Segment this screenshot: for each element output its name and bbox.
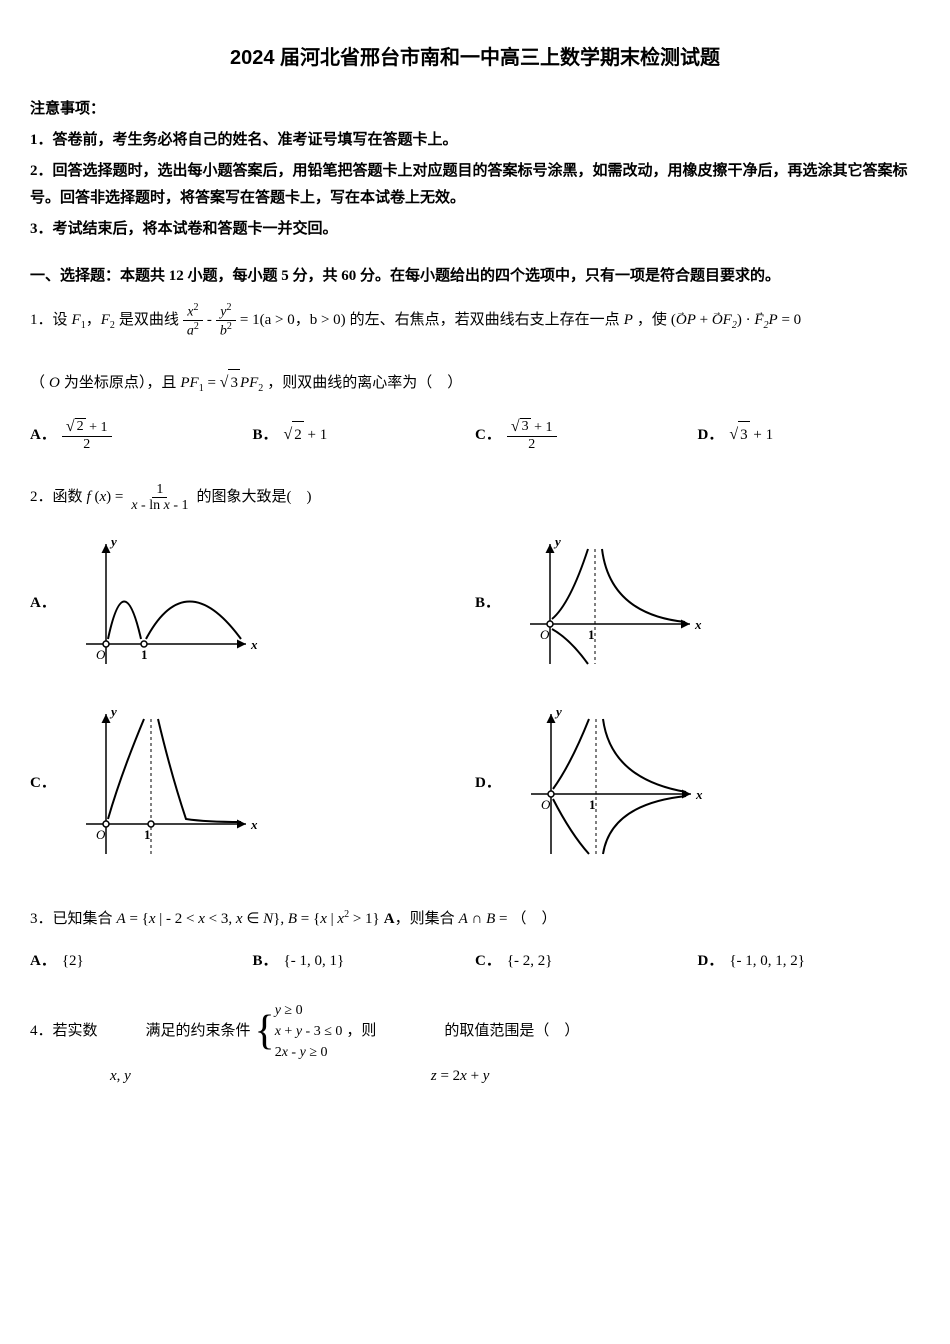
q4-cases: { y ≥ 0 x + y - 3 ≤ 0 2x - y ≥ 0	[255, 1000, 343, 1063]
svg-text:O: O	[540, 627, 550, 642]
q3-prefix: 3．已知集合	[30, 906, 113, 933]
section-1-intro: 一、选择题：本题共 12 小题，每小题 5 分，共 60 分。在每小题给出的四个…	[30, 263, 920, 290]
instruction-3: 3．考试结束后，将本试卷和答题卡一并交回。	[30, 216, 920, 243]
q1-option-b: B． √2 + 1	[253, 421, 476, 450]
q1-option-d: D． √3 + 1	[698, 421, 921, 450]
q1-pf-eq: PF1 = √3PF2	[180, 369, 263, 398]
question-3: 3．已知集合 A = {x | - 2 < x < 3, x ∈ N}, B =…	[30, 906, 920, 975]
q3-mid: A，则集合	[384, 906, 455, 933]
q4-text1: 满足的约束条件	[146, 1018, 251, 1045]
q4-text3: 的取值范围是（ ）	[444, 1018, 579, 1045]
q3-suffix: （ ）	[512, 906, 557, 933]
svg-text:x: x	[694, 617, 702, 632]
svg-text:O: O	[541, 797, 551, 812]
q3-sets: A = {x | - 2 < x < 3, x ∈ N}, B = {x | x…	[117, 906, 380, 933]
svg-text:x: x	[695, 787, 703, 802]
q2-suffix: 的图象大致是( )	[197, 484, 312, 511]
q1-frac2: y2 b2	[216, 302, 236, 339]
q1-text2: 的左、右焦点，若双曲线右支上存在一点	[350, 307, 620, 334]
question-4: 4．若实数 满足的约束条件 { y ≥ 0 x + y - 3 ≤ 0 2x -…	[30, 1000, 920, 1090]
svg-text:x: x	[250, 637, 258, 652]
exam-title: 2024 届河北省邢台市南和一中高三上数学期末检测试题	[30, 40, 920, 76]
q4-text2: ，则	[346, 1018, 376, 1045]
svg-text:y: y	[554, 704, 562, 719]
question-2: 2．函数 f (x) = 1 x - ln x - 1 的图象大致是( ) A．…	[30, 482, 920, 894]
graph-d-icon: O x y 1	[511, 704, 711, 864]
q2-prefix: 2．函数	[30, 484, 83, 511]
svg-text:y: y	[109, 704, 117, 719]
q1-line2-prefix: （	[30, 370, 45, 397]
graph-a-icon: O x y 1	[66, 534, 266, 674]
q3-option-c: C． {- 2, 2}	[475, 948, 698, 975]
instruction-1: 1．答卷前，考生务必将自己的姓名、准考证号填写在答题卡上。	[30, 127, 920, 154]
q2-option-a: A． O x y 1	[30, 534, 475, 674]
q1-option-c: C． √3 + 1 2	[475, 418, 698, 452]
svg-text:O: O	[96, 827, 106, 842]
q3-option-a: A． {2}	[30, 948, 253, 975]
svg-text:1: 1	[589, 797, 596, 812]
q1-text3: ，使	[637, 307, 667, 334]
q3-expr: A ∩ B =	[459, 906, 508, 933]
q1-f1f2: F1，F2	[72, 307, 115, 335]
q1-minus: -	[207, 307, 212, 334]
svg-text:y: y	[553, 534, 561, 549]
notice-header: 注意事项：	[30, 96, 920, 123]
q1-vec-eq: (OP→ + OF2→) · F2P→ = 0	[671, 307, 801, 335]
svg-text:x: x	[250, 817, 258, 832]
question-1: 1．设 F1，F2 是双曲线 x2 a2 - y2 b2 = 1(a > 0，b…	[30, 302, 920, 452]
q1-option-a: A． √2 + 1 2	[30, 418, 253, 452]
q2-func: f (x) = 1 x - ln x - 1	[87, 482, 193, 514]
instruction-2: 2．回答选择题时，选出每小题答案后，用铅笔把答题卡上对应题目的答案标号涂黑，如需…	[30, 158, 920, 212]
graph-c-icon: O x y 1	[66, 704, 266, 864]
q2-option-b: B． O x y 1	[475, 534, 920, 674]
q3-option-b: B． {- 1, 0, 1}	[253, 948, 476, 975]
q4-prefix: 4．若实数	[30, 1018, 98, 1045]
q1-eq-cond: = 1(a > 0，b > 0)	[240, 307, 346, 334]
svg-text:O: O	[96, 647, 106, 662]
q4-z: z = 2x + y	[431, 1063, 490, 1090]
q1-prefix: 1．设	[30, 307, 68, 334]
q3-option-d: D． {- 1, 0, 1, 2}	[698, 948, 921, 975]
q1-ovar: O	[49, 370, 60, 397]
q2-option-c: C． O x y 1	[30, 704, 475, 864]
svg-text:y: y	[109, 534, 117, 549]
q4-xy: x, y	[110, 1063, 131, 1090]
q1-line2-text1: 为坐标原点），且	[64, 370, 177, 397]
q2-option-d: D． O x y 1	[475, 704, 920, 864]
q1-text1: 是双曲线	[119, 307, 179, 334]
graph-b-icon: O x y 1	[510, 534, 710, 674]
svg-text:1: 1	[144, 827, 151, 842]
svg-text:1: 1	[141, 647, 148, 662]
q1-line2-text2: ，则双曲线的离心率为（ ）	[267, 370, 462, 397]
q1-frac1: x2 a2	[183, 302, 203, 339]
q1-pvar: P	[624, 307, 633, 334]
svg-text:1: 1	[588, 627, 595, 642]
